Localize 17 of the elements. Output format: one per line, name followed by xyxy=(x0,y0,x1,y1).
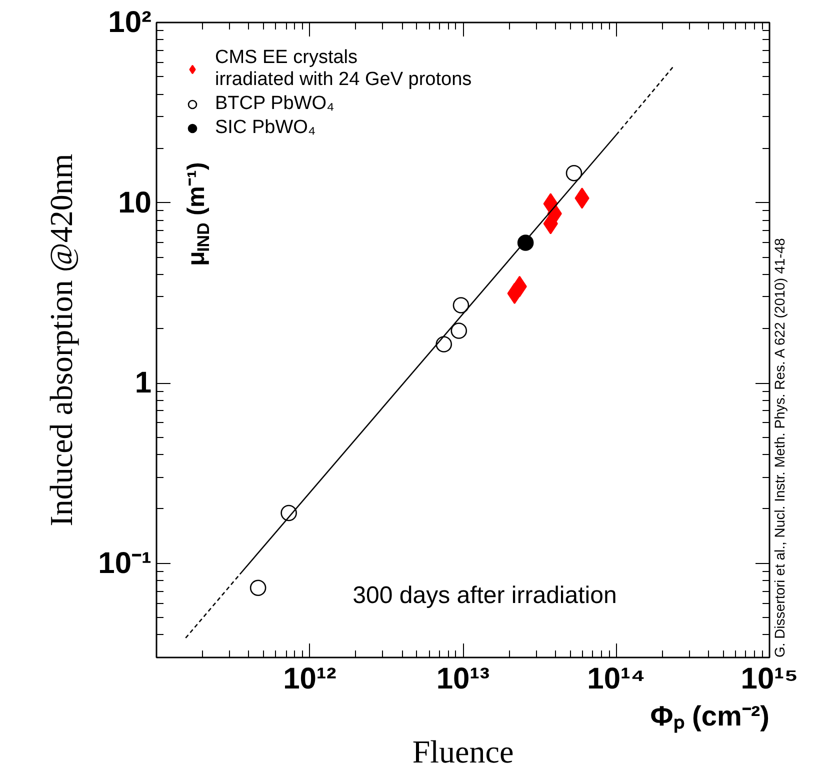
y-tick-label: 10 xyxy=(118,186,152,220)
text: Φₚ (cm⁻²) xyxy=(650,700,770,734)
legend-label: BTCP PbWO₄ xyxy=(215,93,334,115)
legend-label: CMS EE crystals irradiated with 24 GeV protons xyxy=(215,47,472,91)
y-tick-label: 1 xyxy=(134,366,152,400)
y-axis-title: Induced absorption @420nm xyxy=(43,154,80,526)
x-axis-title: Fluence xyxy=(412,734,514,770)
annotation: μIND (m⁻¹) xyxy=(183,162,214,266)
y-tick-label: 10² xyxy=(108,6,152,39)
x-tick-label: 10¹⁴ xyxy=(587,662,646,696)
annotation: 300 days after irradiation xyxy=(352,582,617,609)
x-tick-label: 10¹³ xyxy=(436,662,490,696)
text: G. Dissertori et al., Nucl. Instr. Meth. Phys. Res. A 622 (2010) 41-48 xyxy=(772,238,788,658)
legend-label: SIC PbWO₄ xyxy=(215,117,316,139)
y-tick-label: 10⁻¹ xyxy=(98,546,152,580)
x-tick-label: 10¹² xyxy=(283,662,336,696)
x-tick-label: 10¹⁵ xyxy=(740,662,798,696)
